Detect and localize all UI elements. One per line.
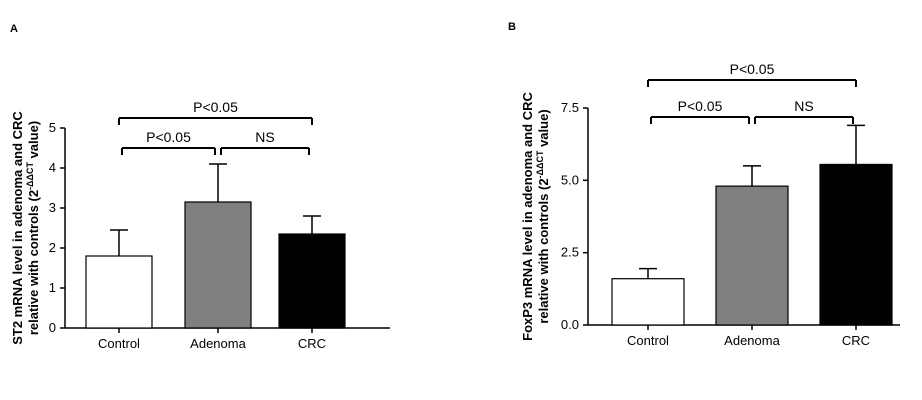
y-axis-label: FoxP3 mRNA level in adenoma and CRCrelat… (520, 92, 551, 341)
x-tick-label: CRC (298, 336, 326, 351)
y-tick-label: 7.5 (561, 100, 579, 115)
bar (85, 255, 153, 329)
x-tick-label: Adenoma (724, 333, 780, 348)
y-tick-label: 4 (49, 160, 56, 175)
y-tick-label: 0.0 (561, 317, 579, 332)
y-axis-label-end: value) (26, 121, 41, 162)
bar (819, 163, 893, 326)
y-axis-label-end: value) (536, 109, 551, 150)
y-axis-label-sup: -ΔΔCT (535, 150, 545, 178)
significance-label: P<0.05 (730, 61, 775, 77)
bar (611, 278, 685, 326)
x-tick-label: CRC (842, 333, 870, 348)
x-tick-label: Control (98, 336, 140, 351)
y-tick-label: 0 (49, 320, 56, 335)
significance-label: P<0.05 (678, 98, 723, 114)
bar (715, 185, 789, 326)
significance-label: NS (255, 129, 274, 145)
significance-label: P<0.05 (146, 129, 191, 145)
y-tick-label: 2 (49, 240, 56, 255)
y-axis-label: ST2 mRNA level in adenoma and CRCrelativ… (10, 111, 41, 345)
panel-label: A (10, 23, 18, 35)
y-axis-label-line: FoxP3 mRNA level in adenoma and CRC (520, 92, 535, 341)
significance-label: NS (794, 98, 813, 114)
y-tick-label: 5.0 (561, 172, 579, 187)
y-axis-label-line: ST2 mRNA level in adenoma and CRC (10, 111, 25, 345)
bar (278, 233, 346, 329)
y-axis-label-line: relative with controls (2 (536, 178, 551, 323)
panel-label: B (508, 21, 516, 33)
y-tick-label: 2.5 (561, 245, 579, 260)
y-axis-label-line: relative with controls (2 (26, 190, 41, 335)
y-tick-label: 1 (49, 280, 56, 295)
y-axis-label-sup: -ΔΔCT (25, 162, 35, 190)
significance-label: P<0.05 (193, 99, 238, 115)
y-tick-label: 5 (49, 120, 56, 135)
x-tick-label: Control (627, 333, 669, 348)
bar (184, 201, 252, 329)
x-tick-label: Adenoma (190, 336, 246, 351)
y-tick-label: 3 (49, 200, 56, 215)
